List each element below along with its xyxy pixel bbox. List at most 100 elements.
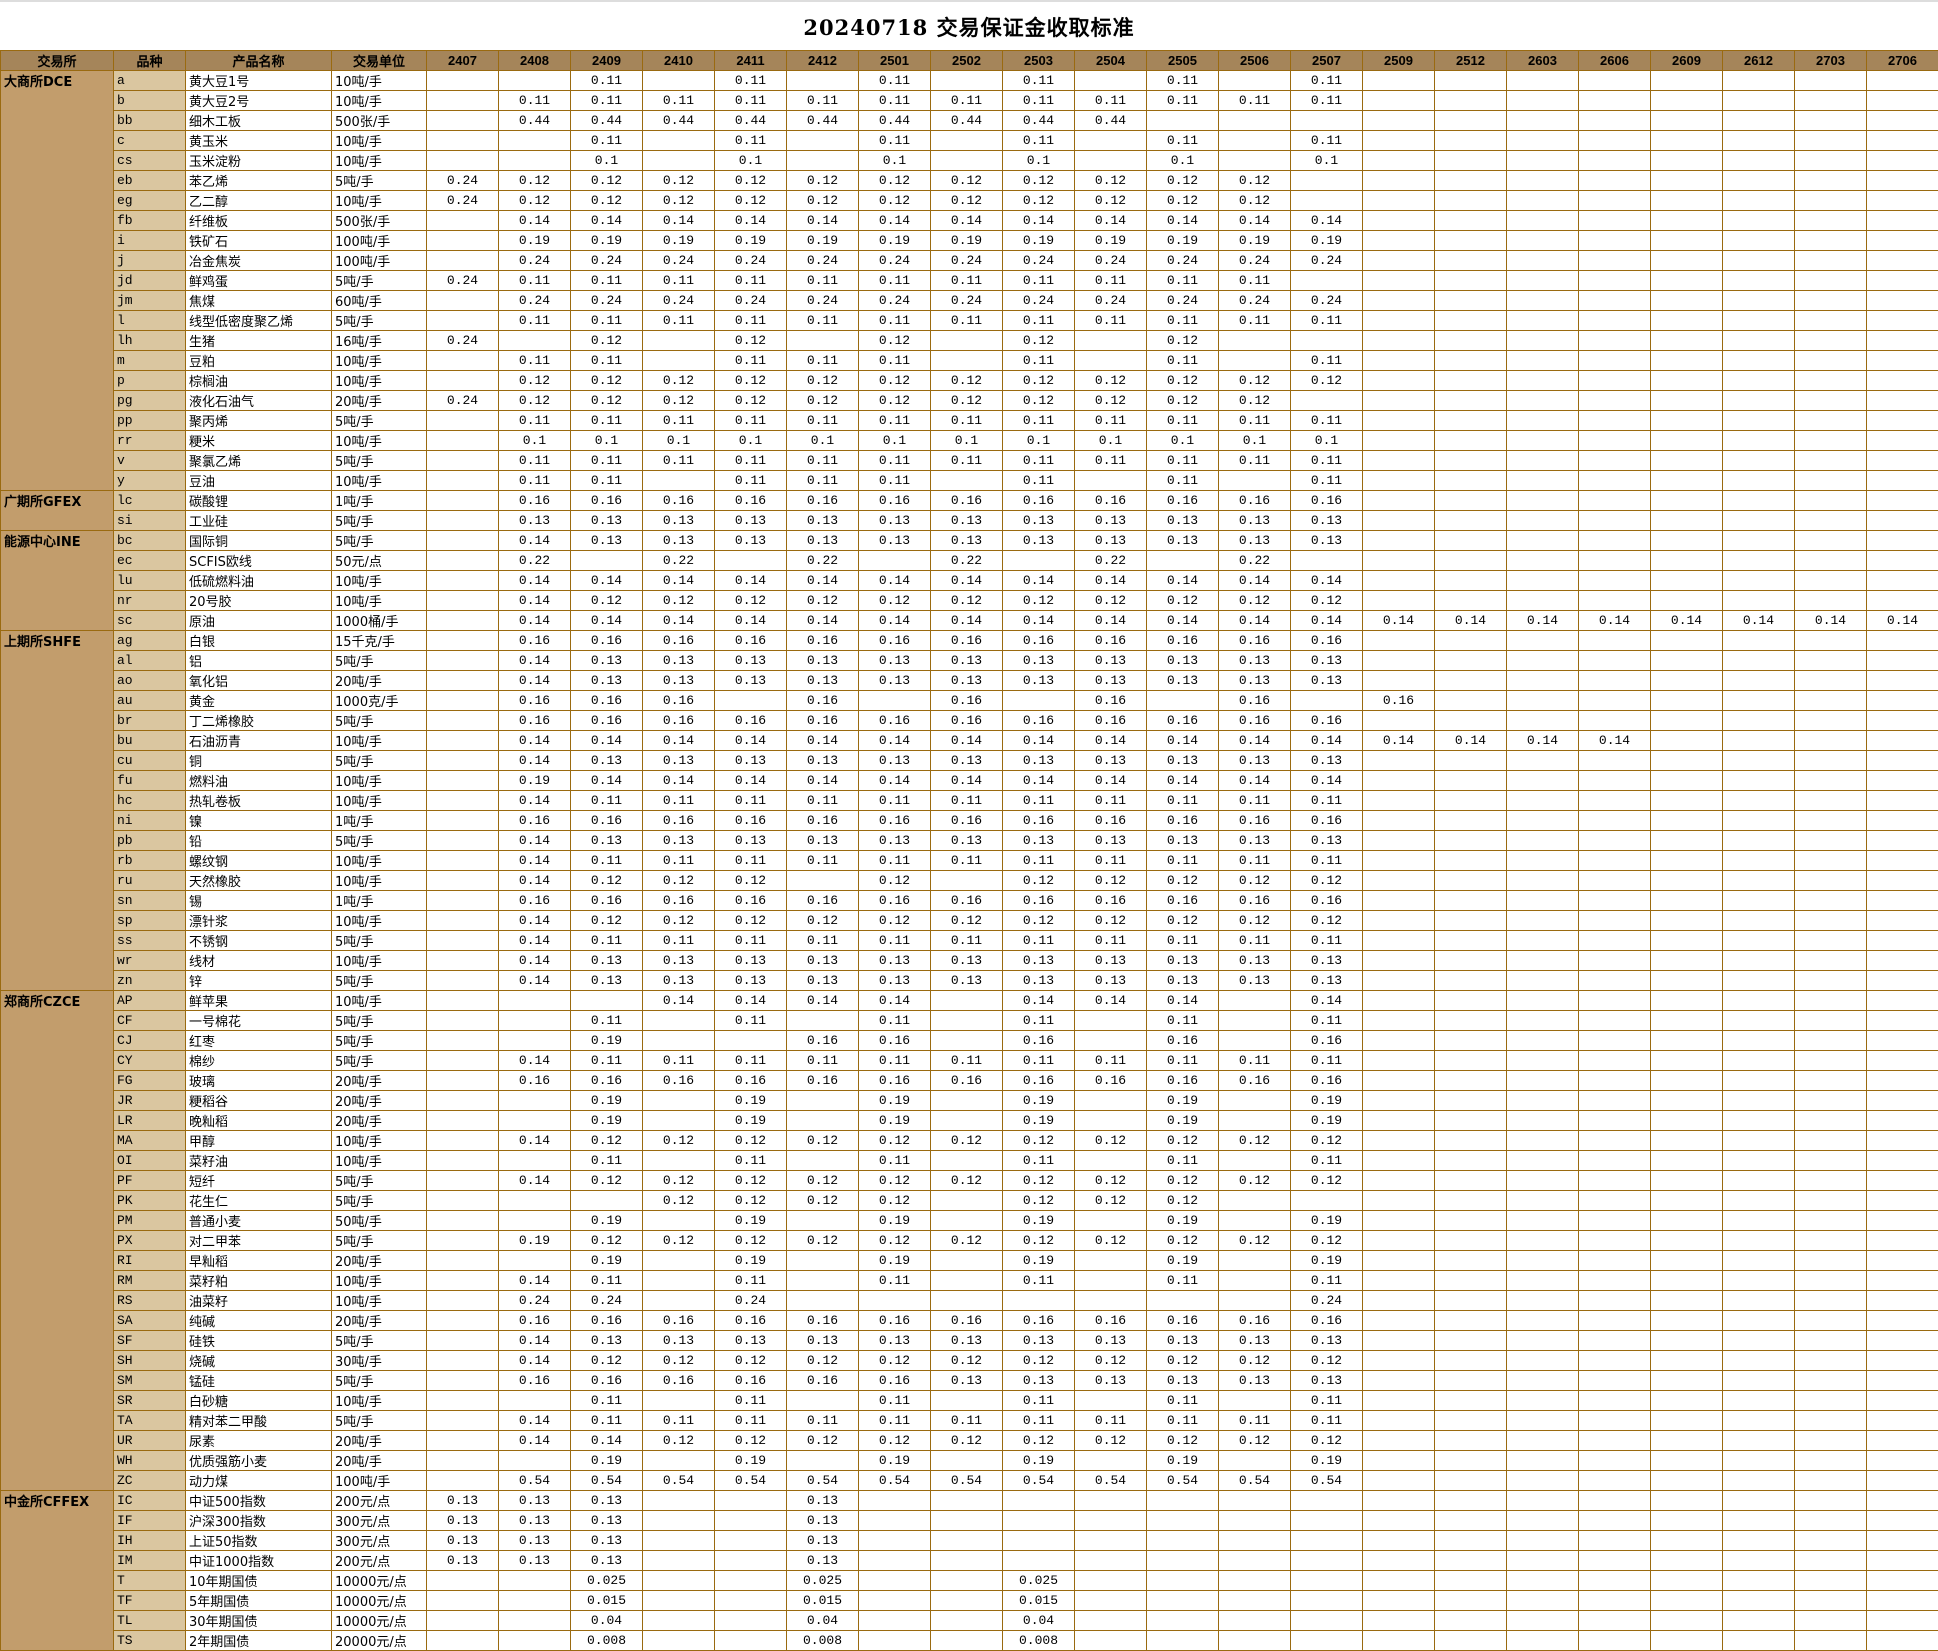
margin-cell (1579, 831, 1651, 851)
margin-cell: 0.11 (571, 451, 643, 471)
margin-cell (1291, 1511, 1363, 1531)
trading-unit-cell: 10吨/手 (332, 151, 427, 171)
margin-cell: 0.11 (787, 411, 859, 431)
margin-cell (1651, 1411, 1723, 1431)
product-code-cell: TF (114, 1591, 186, 1611)
margin-cell (1795, 1551, 1867, 1571)
margin-cell: 0.14 (1147, 611, 1219, 631)
margin-cell (1507, 1371, 1579, 1391)
trading-unit-cell: 1000克/手 (332, 691, 427, 711)
margin-cell: 0.54 (643, 1471, 715, 1491)
margin-cell (499, 1571, 571, 1591)
margin-cell (1507, 311, 1579, 331)
margin-cell (1363, 131, 1435, 151)
margin-cell (499, 991, 571, 1011)
product-name-cell: 碳酸锂 (186, 491, 332, 511)
margin-cell: 0.14 (643, 211, 715, 231)
margin-cell: 0.14 (787, 571, 859, 591)
margin-cell: 0.12 (1147, 371, 1219, 391)
column-header: 2606 (1579, 51, 1651, 71)
margin-cell: 0.11 (1219, 1411, 1291, 1431)
margin-cell (1579, 811, 1651, 831)
margin-cell: 0.12 (1003, 871, 1075, 891)
margin-cell (1723, 471, 1795, 491)
margin-cell (427, 1011, 499, 1031)
margin-cell: 0.12 (859, 911, 931, 931)
margin-cell: 0.13 (499, 1531, 571, 1551)
margin-cell (787, 1271, 859, 1291)
margin-cell: 0.13 (499, 1511, 571, 1531)
product-name-cell: 黄大豆1号 (186, 71, 332, 91)
product-code-cell: cu (114, 751, 186, 771)
margin-cell: 0.12 (643, 1351, 715, 1371)
margin-cell: 0.16 (1291, 811, 1363, 831)
margin-cell: 0.12 (1075, 1131, 1147, 1151)
product-code-cell: rr (114, 431, 186, 451)
margin-cell: 0.13 (643, 651, 715, 671)
margin-cell: 0.14 (1651, 611, 1723, 631)
margin-cell (1867, 1571, 1938, 1591)
margin-cell (1507, 291, 1579, 311)
margin-cell (1435, 1031, 1507, 1051)
margin-cell (931, 1151, 1003, 1171)
margin-cell (427, 1451, 499, 1471)
margin-cell: 0.14 (1147, 731, 1219, 751)
margin-cell: 0.16 (571, 631, 643, 651)
margin-cell (1795, 1631, 1867, 1651)
margin-cell: 0.24 (1003, 291, 1075, 311)
margin-cell (1651, 1591, 1723, 1611)
margin-cell: 0.44 (1075, 111, 1147, 131)
margin-cell (643, 351, 715, 371)
margin-cell (1507, 471, 1579, 491)
trading-unit-cell: 5吨/手 (332, 1171, 427, 1191)
margin-cell: 0.13 (643, 971, 715, 991)
margin-cell (427, 751, 499, 771)
margin-cell: 0.11 (571, 411, 643, 431)
margin-cell (427, 511, 499, 531)
margin-cell (1723, 871, 1795, 891)
margin-cell: 0.14 (499, 751, 571, 771)
margin-cell: 0.11 (571, 271, 643, 291)
margin-cell (1795, 1211, 1867, 1231)
margin-cell: 0.12 (1219, 591, 1291, 611)
margin-cell: 0.025 (571, 1571, 643, 1591)
margin-cell (1651, 571, 1723, 591)
margin-cell (1723, 1171, 1795, 1191)
margin-cell (499, 1251, 571, 1271)
margin-cell: 0.11 (931, 311, 1003, 331)
margin-cell (1219, 331, 1291, 351)
margin-cell: 0.12 (1003, 1191, 1075, 1211)
margin-cell (859, 691, 931, 711)
margin-cell: 0.14 (1291, 571, 1363, 591)
margin-cell: 0.11 (1003, 411, 1075, 431)
margin-cell: 0.14 (1147, 211, 1219, 231)
margin-cell: 0.12 (787, 911, 859, 931)
margin-cell: 0.13 (931, 1371, 1003, 1391)
margin-cell (1363, 211, 1435, 231)
margin-cell: 0.16 (571, 891, 643, 911)
trading-unit-cell: 10吨/手 (332, 1131, 427, 1151)
margin-cell: 0.13 (787, 1551, 859, 1571)
margin-cell: 0.54 (499, 1471, 571, 1491)
trading-unit-cell: 5吨/手 (332, 171, 427, 191)
margin-cell (1579, 91, 1651, 111)
margin-cell: 0.16 (1075, 491, 1147, 511)
trading-unit-cell: 60吨/手 (332, 291, 427, 311)
margin-cell: 0.16 (571, 811, 643, 831)
product-name-cell: 焦煤 (186, 291, 332, 311)
trading-unit-cell: 5吨/手 (332, 1031, 427, 1051)
product-name-cell: 黄大豆2号 (186, 91, 332, 111)
product-code-cell: lh (114, 331, 186, 351)
margin-cell (1723, 971, 1795, 991)
margin-cell: 0.14 (1075, 211, 1147, 231)
margin-cell (1075, 1571, 1147, 1591)
margin-cell: 0.13 (1219, 1331, 1291, 1351)
margin-cell (1435, 651, 1507, 671)
margin-cell (427, 1311, 499, 1331)
margin-cell: 0.13 (1219, 751, 1291, 771)
margin-cell: 0.16 (1219, 691, 1291, 711)
margin-cell (1507, 971, 1579, 991)
margin-cell (1579, 691, 1651, 711)
